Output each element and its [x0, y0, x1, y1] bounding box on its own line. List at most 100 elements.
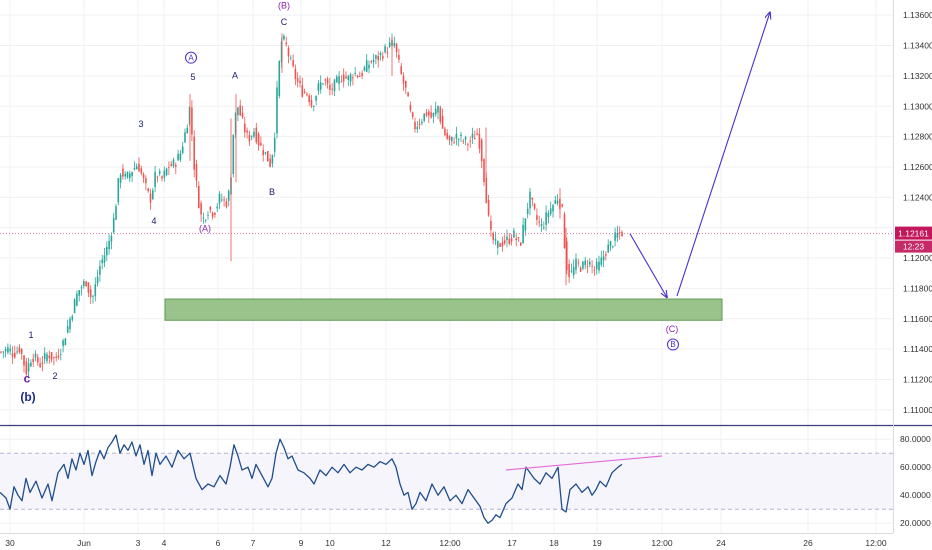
candle-body[interactable] [290, 57, 292, 59]
candle-body[interactable] [262, 150, 264, 156]
candle-body[interactable] [163, 170, 166, 178]
candle-body[interactable] [73, 299, 76, 314]
candle-body[interactable] [398, 54, 400, 60]
candle-body[interactable] [418, 123, 421, 125]
candle-body[interactable] [200, 202, 202, 215]
candle-body[interactable] [347, 75, 350, 80]
candle-body[interactable] [158, 171, 161, 174]
candle-body[interactable] [138, 163, 140, 172]
candle-body[interactable] [388, 42, 391, 47]
candle-body[interactable] [103, 255, 106, 263]
candle-body[interactable] [400, 66, 402, 74]
projection-layer[interactable] [629, 12, 770, 298]
candle-body[interactable] [605, 254, 607, 256]
candle-body[interactable] [239, 105, 241, 116]
candle-body[interactable] [340, 81, 343, 83]
candle-body[interactable] [575, 258, 577, 270]
candle-body[interactable] [264, 152, 267, 154]
candle-body[interactable] [122, 168, 124, 177]
candle-body[interactable] [322, 83, 324, 85]
candle-body[interactable] [382, 56, 384, 59]
candle-body[interactable] [595, 261, 598, 270]
candle-body[interactable] [37, 357, 39, 363]
candle-body[interactable] [248, 135, 251, 142]
candle-body[interactable] [156, 176, 159, 178]
candle-body[interactable] [278, 61, 281, 96]
candle-body[interactable] [547, 213, 550, 218]
candle-body[interactable] [209, 206, 212, 211]
candle-body[interactable] [425, 112, 428, 116]
candle-body[interactable] [101, 259, 103, 264]
candle-body[interactable] [64, 338, 67, 346]
candle-body[interactable] [306, 93, 308, 96]
candle-body[interactable] [198, 185, 200, 209]
candle-body[interactable] [416, 126, 419, 130]
candle-body[interactable] [202, 217, 205, 219]
candle-body[interactable] [462, 140, 465, 142]
candle-body[interactable] [434, 108, 437, 115]
candle-body[interactable] [386, 51, 389, 53]
candle-body[interactable] [336, 76, 338, 83]
candle-body[interactable] [538, 221, 540, 223]
candle-body[interactable] [524, 218, 527, 231]
candle-body[interactable] [255, 127, 258, 143]
candle-body[interactable] [207, 214, 209, 216]
candle-body[interactable] [577, 262, 580, 264]
projection-leg-down[interactable] [629, 233, 667, 298]
candle-body[interactable] [23, 355, 25, 366]
candle-body[interactable] [540, 224, 543, 226]
candle-body[interactable] [301, 85, 304, 97]
candle-body[interactable] [80, 287, 83, 289]
candle-body[interactable] [46, 354, 48, 361]
candle-body[interactable] [4, 348, 7, 352]
candlestick-series[interactable] [0, 33, 623, 377]
candle-body[interactable] [441, 116, 444, 129]
candle-body[interactable] [76, 293, 78, 306]
candle-body[interactable] [117, 178, 120, 203]
candle-body[interactable] [506, 236, 508, 241]
candle-body[interactable] [437, 105, 439, 113]
candle-body[interactable] [175, 165, 177, 167]
candle-body[interactable] [181, 146, 184, 153]
candle-body[interactable] [448, 135, 451, 141]
candle-body[interactable] [379, 53, 382, 55]
candle-body[interactable] [85, 281, 87, 287]
candle-body[interactable] [168, 167, 170, 169]
candle-body[interactable] [218, 193, 221, 204]
candle-body[interactable] [184, 132, 186, 143]
divergence-line[interactable] [505, 455, 663, 471]
candle-body[interactable] [421, 121, 423, 124]
candle-body[interactable] [7, 347, 9, 353]
candle-body[interactable] [432, 113, 435, 117]
candle-body[interactable] [39, 363, 41, 368]
candle-body[interactable] [214, 212, 216, 215]
candle-body[interactable] [83, 281, 85, 286]
candle-body[interactable] [0, 351, 2, 353]
candle-body[interactable] [246, 130, 248, 133]
candle-body[interactable] [612, 246, 614, 248]
candle-body[interactable] [177, 153, 179, 161]
candle-body[interactable] [483, 159, 485, 183]
candle-body[interactable] [395, 43, 398, 52]
candle-body[interactable] [480, 139, 483, 162]
candle-body[interactable] [260, 142, 262, 146]
candle-body[interactable] [614, 232, 616, 241]
candle-body[interactable] [152, 190, 154, 199]
candle-body[interactable] [195, 164, 198, 181]
candle-body[interactable] [20, 349, 23, 354]
candle-body[interactable] [124, 173, 126, 177]
candle-body[interactable] [154, 172, 156, 187]
candle-body[interactable] [179, 153, 182, 160]
candle-body[interactable] [273, 137, 276, 152]
candle-body[interactable] [584, 260, 586, 266]
candle-body[interactable] [384, 46, 386, 53]
candle-body[interactable] [563, 214, 566, 249]
candle-body[interactable] [593, 269, 596, 271]
candle-body[interactable] [377, 56, 379, 61]
candle-body[interactable] [517, 237, 520, 239]
candle-body[interactable] [356, 75, 359, 78]
candle-body[interactable] [478, 133, 481, 149]
candle-body[interactable] [41, 362, 44, 364]
candle-body[interactable] [621, 232, 623, 237]
candle-body[interactable] [331, 88, 333, 90]
